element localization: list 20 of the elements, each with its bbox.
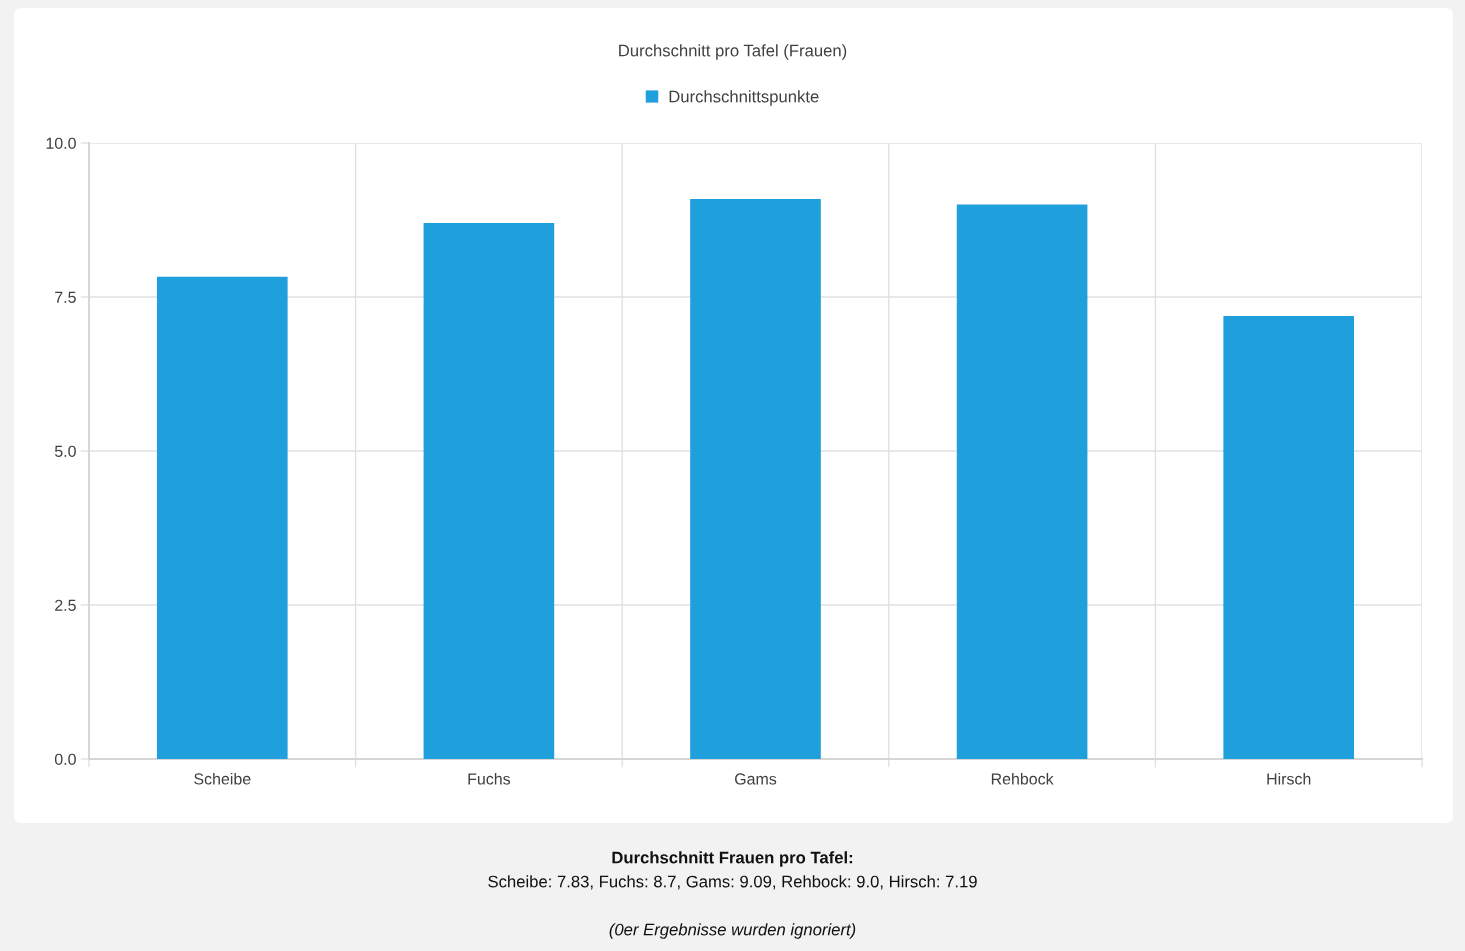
x-tick-label: Scheibe [194,772,251,785]
y-tick-label: 10.0 [46,137,76,149]
x-tick-label: Gams [735,773,777,785]
x-tick-label: Hirsch [1267,772,1311,785]
bar [156,276,288,759]
x-tick-label: Rehbock [991,772,1054,785]
bar [690,199,821,759]
y-tick-label: 7.5 [55,291,76,303]
text: Durchschnitt Frauen pro Tafel: [612,851,853,867]
text: (0er Ergebnisse wurden ignoriert) [609,923,856,939]
bar [423,223,555,759]
legend-label: Durchschnittspunkte [669,90,819,106]
y-tick-label: 2.5 [55,599,76,611]
text: Scheibe: 7.83, Fuchs: 8.7, Gams: 9.09, Rehbock: 9.0, Hirsch: 7.19 [488,875,977,890]
chart-title: Durchschnitt pro Tafel (Frauen) [619,44,847,60]
y-tick-label: 5.0 [54,445,76,457]
bar [1223,316,1355,759]
bar [956,204,1088,759]
x-tick-label: Fuchs [468,772,511,785]
y-tick-label: 0.0 [54,753,76,765]
